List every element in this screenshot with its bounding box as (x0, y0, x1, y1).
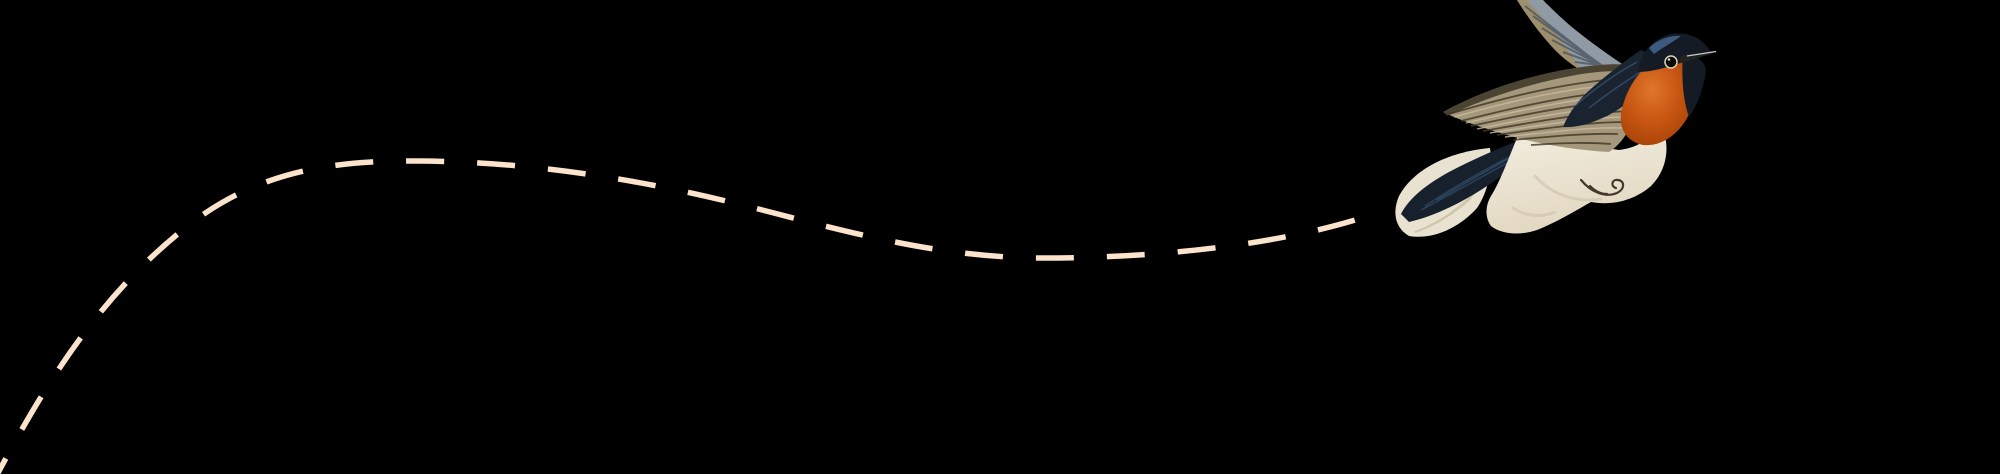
eye-highlight (1667, 58, 1671, 61)
near-wing-light-feather-lines (1453, 83, 1637, 138)
bird-chest (1620, 56, 1695, 146)
bird-foot (1579, 178, 1625, 196)
beak-body (1679, 51, 1719, 63)
bird-illustration (1395, 0, 1719, 237)
beak-highlight (1686, 50, 1717, 57)
bird-cheek-band (1682, 54, 1706, 117)
bird-belly (1486, 124, 1667, 234)
bird-crown-sheen (1649, 35, 1681, 54)
bird-body-group (1395, 0, 1719, 237)
bird-beak (1679, 50, 1719, 63)
belly-shadow (1511, 174, 1603, 217)
bird-eye (1664, 55, 1678, 69)
eye-ball (1664, 55, 1678, 69)
raised-wing-feather-lines (1524, 5, 1628, 87)
